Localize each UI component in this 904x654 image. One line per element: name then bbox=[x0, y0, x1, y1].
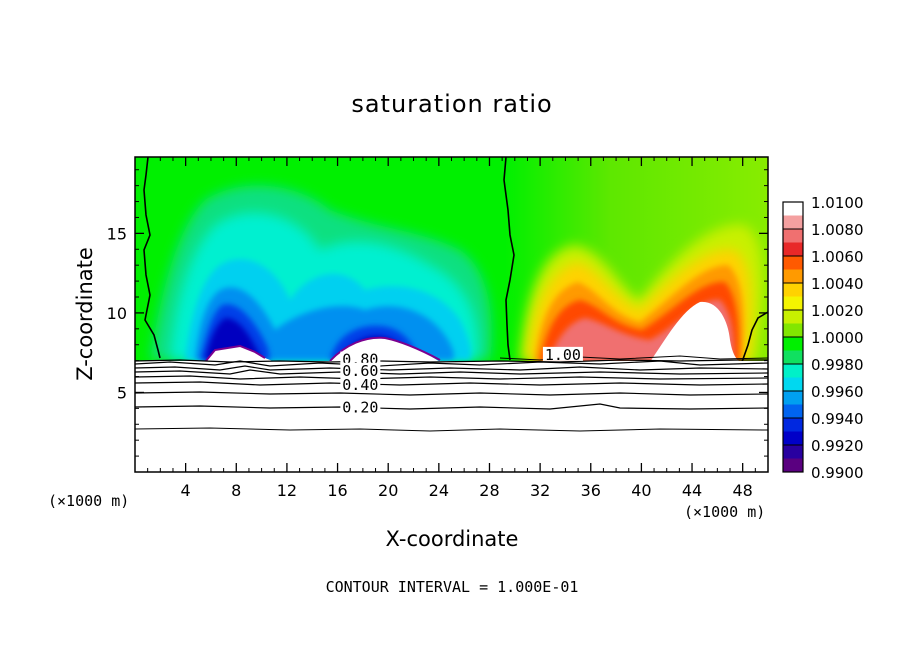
colorbar-swatch bbox=[783, 431, 803, 446]
contour-label-bg bbox=[542, 346, 583, 361]
x-tick-label: 48 bbox=[733, 481, 753, 500]
contour-label: 0.40 bbox=[342, 376, 378, 394]
colorbar-label: 0.9940 bbox=[811, 410, 864, 428]
contour-label-bg bbox=[340, 351, 381, 366]
colorbar-label: 1.0000 bbox=[811, 329, 864, 347]
colorbar-swatch bbox=[783, 350, 803, 365]
y-tick-label: 5 bbox=[117, 383, 127, 402]
colorbar-swatch bbox=[783, 229, 803, 243]
x-axis-label: X-coordinate bbox=[386, 527, 519, 551]
colorbar-swatch bbox=[783, 242, 803, 257]
contour-labels: 0.800.600.400.201.00 bbox=[340, 346, 583, 416]
contour-label-bg bbox=[340, 399, 381, 414]
x-tick-label: 28 bbox=[479, 481, 499, 500]
contour-label: 0.60 bbox=[342, 362, 378, 380]
colorbar-swatch bbox=[783, 445, 803, 459]
x-tick-label: 40 bbox=[631, 481, 651, 500]
x-axis: 4 8 12 16 20 24 28 32 36 40 44 48 bbox=[147, 157, 756, 500]
colorbar-label: 1.0040 bbox=[811, 275, 864, 293]
colorbar-label: 1.0060 bbox=[811, 248, 864, 266]
chart-title: saturation ratio bbox=[351, 90, 552, 118]
y-axis: 5 10 15 bbox=[107, 169, 768, 457]
plot-area: 0.800.600.400.201.00 bbox=[135, 157, 768, 472]
colorbar-swatch bbox=[783, 215, 803, 230]
colorbar-swatch bbox=[783, 364, 803, 378]
colorbar-swatch bbox=[783, 310, 803, 324]
colorbar-swatch bbox=[783, 256, 803, 270]
colorbar-label: 1.0100 bbox=[811, 194, 864, 212]
contour-label: 1.00 bbox=[545, 346, 581, 364]
colorbar-label: 0.9920 bbox=[811, 437, 864, 455]
contour-label: 0.20 bbox=[342, 398, 378, 416]
colorbar-swatch bbox=[783, 296, 803, 311]
x-unit-right: (×1000 m) bbox=[684, 503, 765, 521]
x-tick-label: 24 bbox=[429, 481, 449, 500]
dry-region-left bbox=[150, 185, 492, 363]
colorbar-label: 1.0020 bbox=[811, 302, 864, 320]
x-tick-label: 12 bbox=[277, 481, 297, 500]
lower-contours bbox=[135, 355, 768, 432]
contour-label-bg bbox=[340, 377, 381, 392]
x-tick-label: 32 bbox=[530, 481, 550, 500]
colorbar-swatch bbox=[783, 202, 803, 216]
x-tick-label: 8 bbox=[231, 481, 241, 500]
contours-unity bbox=[143, 157, 768, 363]
x-unit-left: (×1000 m) bbox=[48, 492, 129, 510]
colorbar-swatch bbox=[783, 337, 803, 351]
x-tick-label: 16 bbox=[327, 481, 347, 500]
colorbar-label: 0.9960 bbox=[811, 383, 864, 401]
colorbar-swatch bbox=[783, 283, 803, 297]
colorbar-swatch bbox=[783, 323, 803, 338]
contour-label-bg bbox=[340, 362, 381, 377]
x-tick-label: 44 bbox=[682, 481, 702, 500]
colorbar-label: 0.9900 bbox=[811, 464, 864, 482]
colorbar-swatch bbox=[783, 391, 803, 405]
y-axis-label: Z-coordinate bbox=[73, 247, 97, 381]
colorbar-swatch bbox=[783, 269, 803, 284]
contour-interval: CONTOUR INTERVAL = 1.000E-01 bbox=[326, 578, 579, 596]
colorbar-label: 1.0080 bbox=[811, 221, 864, 239]
colorbar: 1.0100 1.0080 1.0060 1.0040 1.0020 1.0000 0.99… bbox=[782, 194, 864, 482]
colorbar-swatch bbox=[783, 418, 803, 432]
y-tick-label: 10 bbox=[107, 304, 127, 323]
colorbar-label: 0.9980 bbox=[811, 356, 864, 374]
x-tick-label: 36 bbox=[581, 481, 601, 500]
colorbar-swatch bbox=[783, 458, 803, 473]
x-tick-label: 20 bbox=[378, 481, 398, 500]
colorbar-swatch bbox=[783, 404, 803, 419]
x-tick-label: 4 bbox=[181, 481, 191, 500]
colorbar-swatch bbox=[783, 377, 803, 392]
y-tick-label: 15 bbox=[107, 224, 127, 243]
moist-region-right bbox=[520, 224, 764, 362]
